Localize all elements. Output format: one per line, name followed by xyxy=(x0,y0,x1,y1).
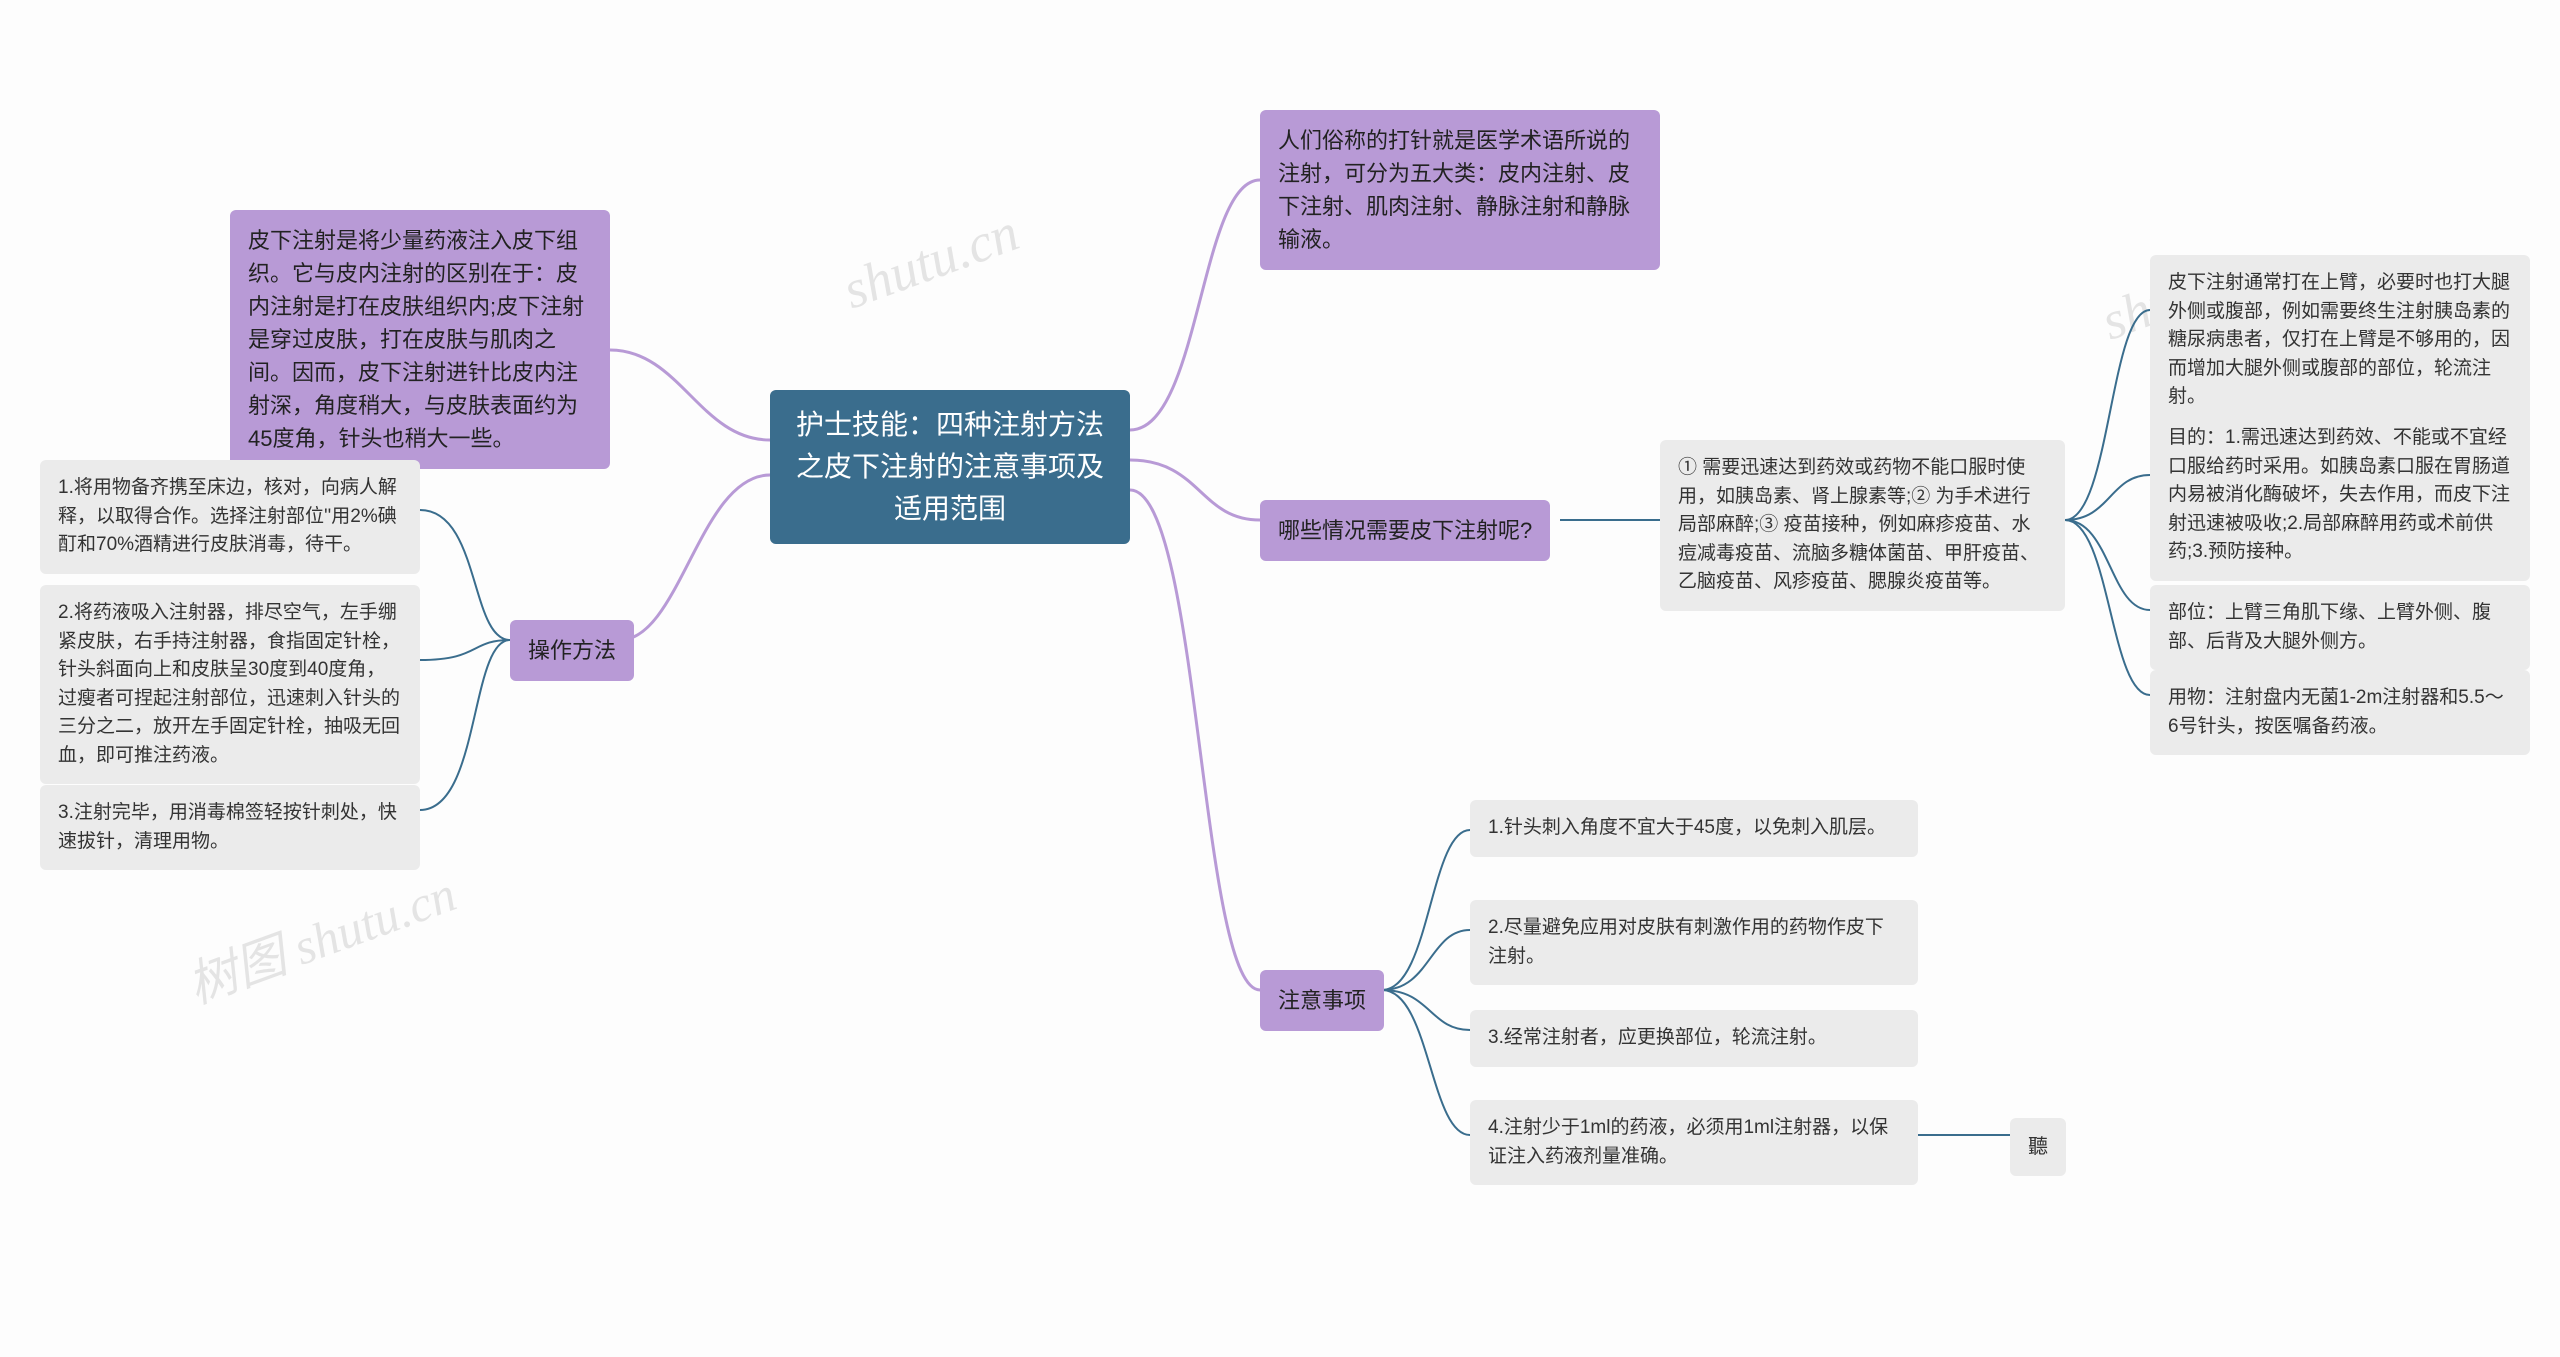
when-detail-1: 目的：1.需迅速达到药效、不能或不宜经口服给药时采用。如胰岛素口服在胃肠道内易被… xyxy=(2150,410,2530,581)
caution-2: 3.经常注射者，应更换部位，轮流注射。 xyxy=(1470,1010,1918,1067)
caution-3: 4.注射少于1ml的药液，必须用1ml注射器，以保证注入药液剂量准确。 xyxy=(1470,1100,1918,1185)
method-step-1: 1.将用物备齐携至床边，核对，向病人解释，以取得合作。选择注射部位''用2%碘酊… xyxy=(40,460,420,574)
cautions-branch: 注意事项 xyxy=(1260,970,1384,1031)
when-branch: 哪些情况需要皮下注射呢? xyxy=(1260,500,1550,561)
method-step-2: 2.将药液吸入注射器，排尽空气，左手绷紧皮肤，右手持注射器，食指固定针栓，针头斜… xyxy=(40,585,420,784)
when-detail-2: 部位：上臂三角肌下缘、上臂外侧、腹部、后背及大腿外侧方。 xyxy=(2150,585,2530,670)
methods-branch: 操作方法 xyxy=(510,620,634,681)
caution-0: 1.针头刺入角度不宜大于45度，以免刺入肌层。 xyxy=(1470,800,1918,857)
when-detail-3: 用物：注射盘内无菌1-2m注射器和5.5～6号针头，按医嘱备药液。 xyxy=(2150,670,2530,755)
definition-node: 皮下注射是将少量药液注入皮下组织。它与皮内注射的区别在于：皮内注射是打在皮肤组织… xyxy=(230,210,610,469)
classification-node: 人们俗称的打针就是医学术语所说的注射，可分为五大类：皮内注射、皮下注射、肌肉注射… xyxy=(1260,110,1660,270)
watermark: shutu.cn xyxy=(835,201,1027,321)
when-middle: ① 需要迅速达到药效或药物不能口服时使用，如胰岛素、肾上腺素等;② 为手术进行局… xyxy=(1660,440,2065,611)
watermark: 树图 shutu.cn xyxy=(176,854,464,1018)
method-step-3: 3.注射完毕，用消毒棉签轻按针刺处，快速拔针，清理用物。 xyxy=(40,785,420,870)
caution-extra: 聽 xyxy=(2010,1118,2066,1176)
when-detail-0: 皮下注射通常打在上臂，必要时也打大腿外侧或腹部，例如需要终生注射胰岛素的糖尿病患… xyxy=(2150,255,2530,426)
caution-1: 2.尽量避免应用对皮肤有刺激作用的药物作皮下注射。 xyxy=(1470,900,1918,985)
root-node: 护士技能：四种注射方法之皮下注射的注意事项及适用范围 xyxy=(770,390,1130,544)
